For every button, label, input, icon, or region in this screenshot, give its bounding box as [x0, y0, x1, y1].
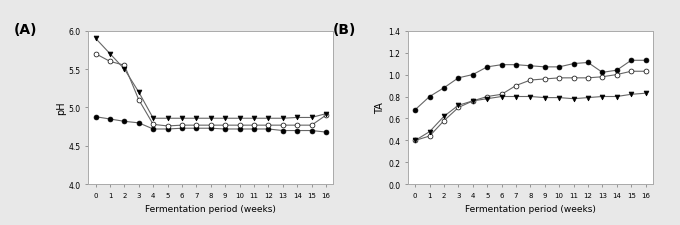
- Y-axis label: TA: TA: [375, 102, 386, 114]
- Text: (B): (B): [333, 22, 356, 36]
- X-axis label: Fermentation period (weeks): Fermentation period (weeks): [465, 204, 596, 213]
- X-axis label: Fermentation period (weeks): Fermentation period (weeks): [146, 204, 276, 213]
- Text: (A): (A): [14, 22, 37, 36]
- Y-axis label: pH: pH: [56, 101, 66, 115]
